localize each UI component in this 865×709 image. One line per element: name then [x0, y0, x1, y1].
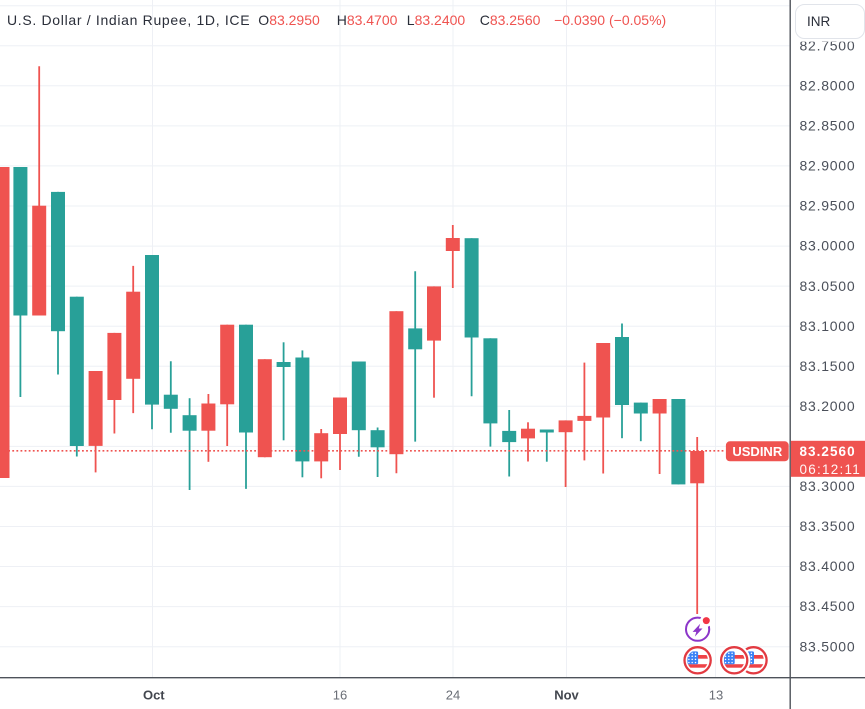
svg-text:INR: INR — [807, 14, 831, 29]
svg-text:82.9000: 82.9000 — [800, 158, 856, 174]
svg-text:Oct: Oct — [143, 688, 165, 703]
svg-text:USDINR: USDINR — [732, 444, 782, 459]
svg-text:06:12:11: 06:12:11 — [800, 462, 862, 477]
svg-text:O83.2950: O83.2950 — [258, 12, 320, 28]
svg-text:83.0500: 83.0500 — [800, 278, 856, 294]
svg-text:L83.2400: L83.2400 — [407, 12, 466, 28]
svg-text:H83.4700: H83.4700 — [337, 12, 398, 28]
svg-text:82.8000: 82.8000 — [800, 78, 856, 94]
svg-text:83.3000: 83.3000 — [800, 478, 856, 494]
svg-text:83.5000: 83.5000 — [800, 638, 856, 654]
svg-text:82.9500: 82.9500 — [800, 198, 856, 214]
svg-text:Nov: Nov — [554, 688, 579, 703]
svg-text:83.1000: 83.1000 — [800, 318, 856, 334]
svg-text:83.3500: 83.3500 — [800, 518, 856, 534]
svg-text:82.8500: 82.8500 — [800, 118, 856, 134]
svg-text:83.1500: 83.1500 — [800, 358, 856, 374]
svg-text:U.S. Dollar / Indian Rupee, 1D: U.S. Dollar / Indian Rupee, 1D, ICE — [7, 12, 250, 28]
svg-text:83.4500: 83.4500 — [800, 598, 856, 614]
svg-text:83.0000: 83.0000 — [800, 238, 856, 254]
svg-text:16: 16 — [333, 688, 347, 703]
svg-text:83.2000: 83.2000 — [800, 398, 856, 414]
svg-text:C83.2560: C83.2560 — [480, 12, 541, 28]
svg-text:13: 13 — [709, 688, 723, 703]
svg-text:−0.0390 (−0.05%): −0.0390 (−0.05%) — [554, 12, 666, 28]
svg-text:83.2560: 83.2560 — [800, 444, 856, 459]
svg-text:24: 24 — [446, 688, 460, 703]
svg-text:83.4000: 83.4000 — [800, 558, 856, 574]
